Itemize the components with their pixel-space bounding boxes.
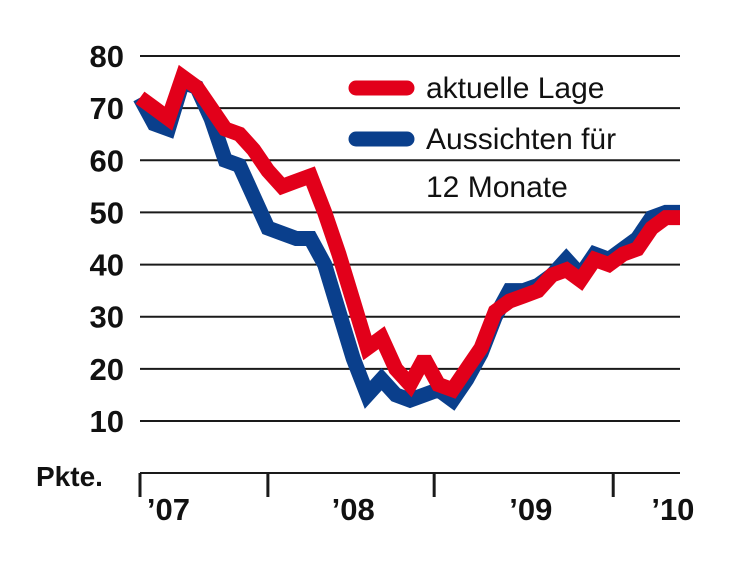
y-tick-label-50: 50	[90, 195, 124, 230]
y-tick-label-80: 80	[90, 39, 124, 74]
y-tick-label-60: 60	[90, 143, 124, 178]
y-tick-label-30: 30	[90, 300, 124, 335]
x-tick-label-1: ’08	[332, 492, 375, 527]
y-tick-label-10: 10	[90, 404, 124, 439]
legend-label-0-0: aktuelle Lage	[426, 72, 604, 105]
y-axis-unit-label: Pkte.	[36, 461, 103, 492]
y-tick-label-20: 20	[90, 352, 124, 387]
x-axis: ’07 ’08 ’09 ’10	[138, 472, 694, 527]
series-layer	[133, 64, 680, 411]
legend-label-1-0: Aussichten für	[426, 123, 616, 156]
y-axis-ticks: 10 20 30 40 50 60 70 80	[90, 39, 124, 439]
y-tick-label-40: 40	[90, 248, 124, 283]
x-tick-label-0: ’07	[147, 492, 190, 527]
x-tick-label-2: ’09	[509, 492, 552, 527]
series-line-aktuelle-lage	[135, 64, 680, 399]
legend: aktuelle Lage Aussichten für 12 Monate	[348, 72, 616, 204]
y-tick-label-70: 70	[90, 91, 124, 126]
x-tick-label-3: ’10	[651, 492, 694, 527]
legend-label-1-1: 12 Monate	[426, 171, 568, 204]
